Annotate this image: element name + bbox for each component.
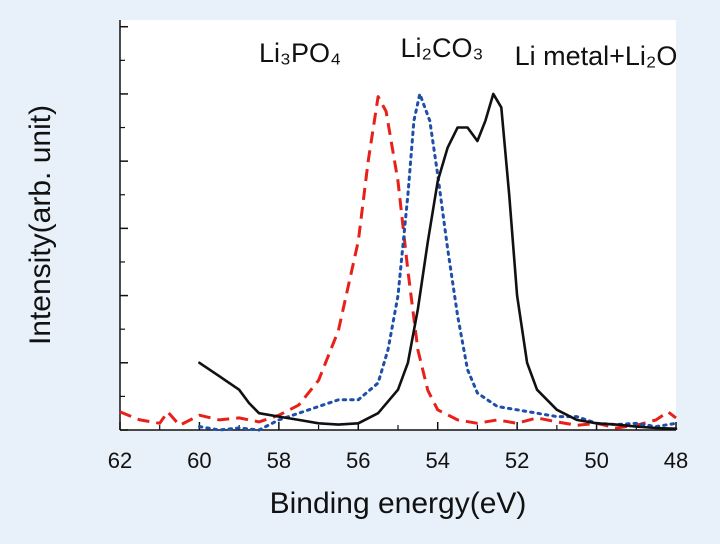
x-tick-label: 54	[425, 448, 449, 473]
x-tick-label: 48	[664, 448, 688, 473]
x-axis-title: Binding energy(eV)	[270, 487, 527, 520]
series-label: Li₂CO₃	[401, 33, 484, 63]
x-tick-label: 56	[346, 448, 370, 473]
x-tick-label: 60	[187, 448, 211, 473]
x-tick-label: 52	[505, 448, 529, 473]
x-tick-label: 58	[267, 448, 291, 473]
series-label: Li₃PO₄	[259, 38, 341, 68]
x-tick-label: 62	[108, 448, 132, 473]
series-line	[198, 92, 678, 430]
series-line	[197, 92, 678, 432]
series-line	[119, 95, 677, 430]
y-axis-title: Intensity(arb. unit)	[24, 105, 57, 345]
x-tick-label: 50	[584, 448, 608, 473]
series-label: Li metal+Li₂O	[515, 41, 678, 71]
plot-area	[120, 20, 676, 430]
